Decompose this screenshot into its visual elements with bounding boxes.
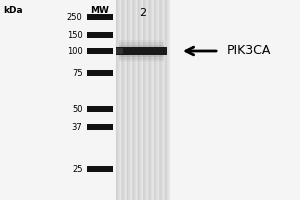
Text: 75: 75 xyxy=(72,68,83,77)
Text: 100: 100 xyxy=(67,46,82,55)
Bar xyxy=(116,48,123,54)
Text: MW: MW xyxy=(90,6,109,15)
Bar xyxy=(140,0,145,200)
Text: 37: 37 xyxy=(72,122,83,132)
Text: PIK3CA: PIK3CA xyxy=(226,45,271,58)
Bar xyxy=(87,32,112,38)
Bar xyxy=(87,48,112,54)
Bar xyxy=(87,124,112,130)
Bar xyxy=(118,45,164,57)
Bar xyxy=(116,47,166,55)
Bar xyxy=(118,42,164,60)
Text: kDa: kDa xyxy=(3,6,22,15)
Bar xyxy=(118,40,164,62)
Bar xyxy=(116,0,121,200)
Bar xyxy=(128,0,133,200)
Text: 250: 250 xyxy=(67,12,82,21)
Bar xyxy=(87,106,112,112)
Text: 25: 25 xyxy=(72,164,83,173)
Bar xyxy=(152,0,157,200)
Bar xyxy=(87,166,112,172)
Bar xyxy=(87,70,112,76)
Text: 2: 2 xyxy=(139,8,146,18)
Text: 50: 50 xyxy=(72,105,83,114)
Bar xyxy=(164,0,169,200)
Bar xyxy=(87,14,112,20)
Text: 150: 150 xyxy=(67,30,82,40)
